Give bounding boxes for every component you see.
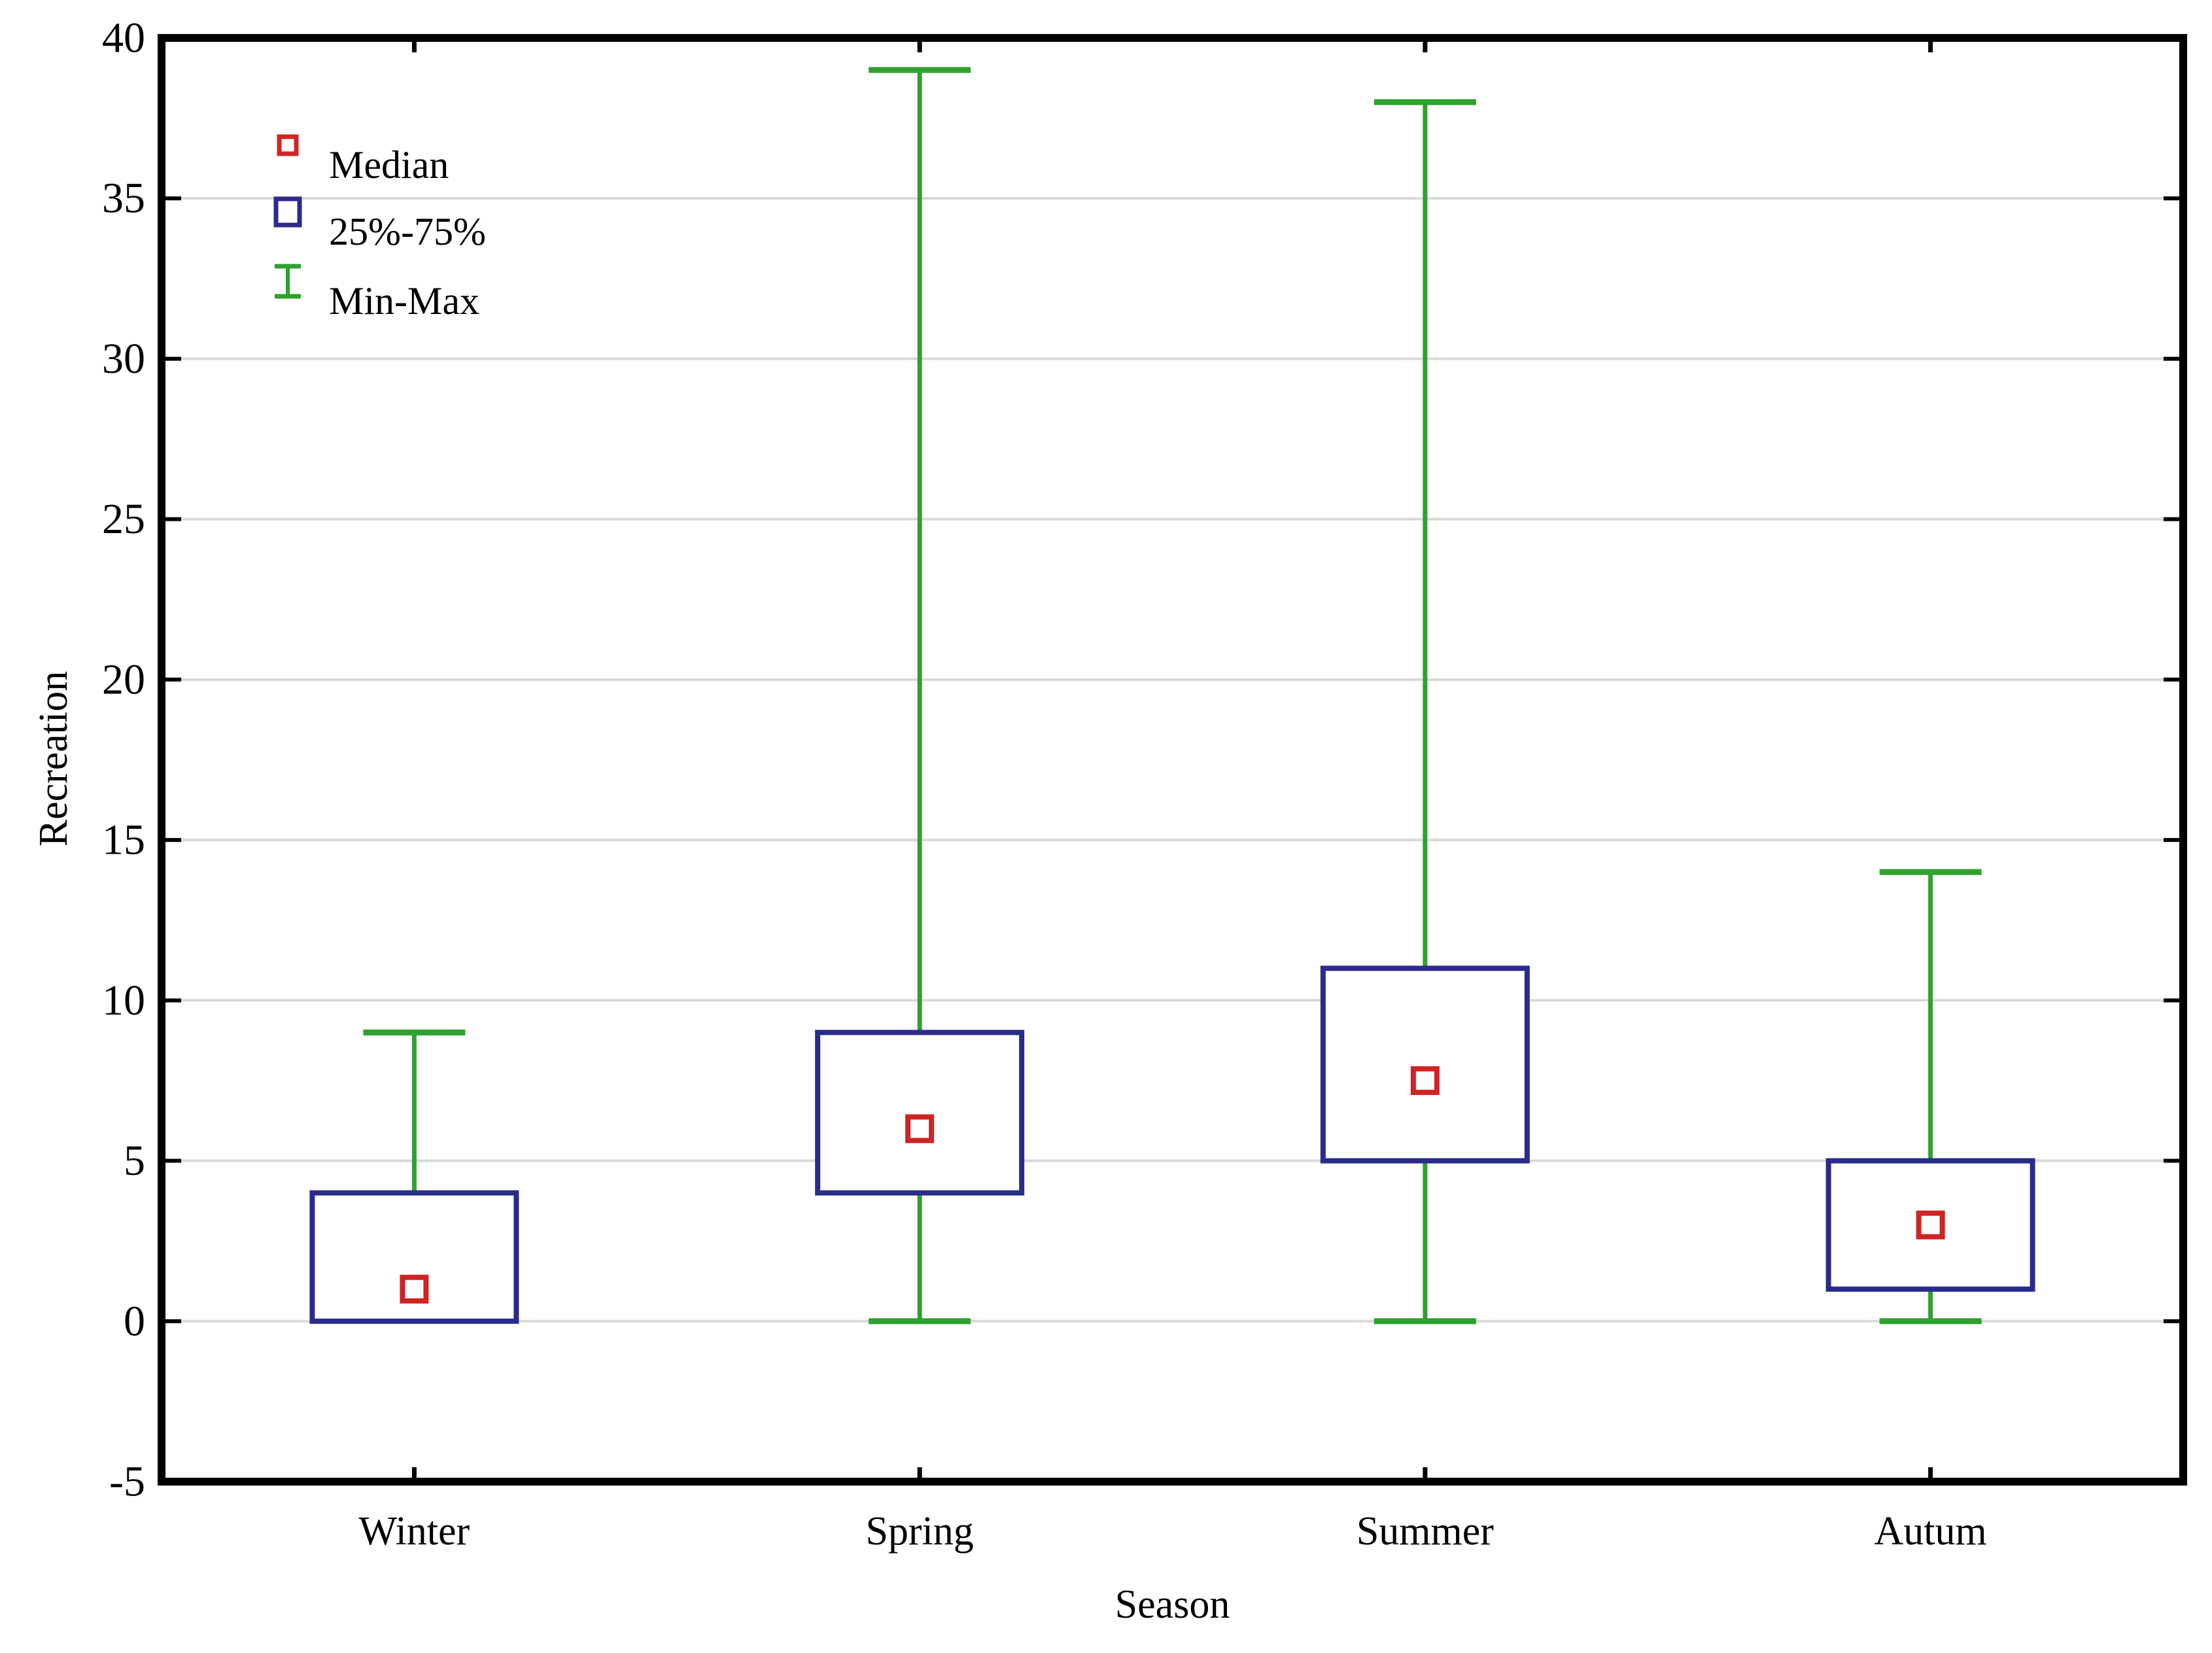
legend-label-median: Median [329,143,449,186]
x-category-label-winter: Winter [359,1509,470,1554]
iqr-box-spring [815,1030,1025,1196]
iqr-box-summer [1320,966,1530,1164]
x-axis-title: Season [1115,1582,1230,1627]
y-axis-title: Recreation [31,671,76,847]
y-tick-label-neg5: -5 [109,1458,145,1506]
median-marker-spring [905,1114,935,1143]
legend-label-25-75-: 25%-75% [329,210,486,253]
median-marker-autum [1916,1210,1945,1240]
legend-box-icon [273,196,302,228]
y-tick-label-20: 20 [102,655,145,703]
iqr-box-autum [1825,1158,2035,1292]
x-category-label-autum: Autum [1875,1509,1987,1554]
median-marker-summer [1410,1066,1440,1095]
x-category-label-summer: Summer [1357,1509,1494,1554]
y-tick-label-35: 35 [102,175,145,222]
y-tick-label-15: 15 [102,816,145,864]
y-tick-label-5: 5 [124,1137,145,1185]
y-tick-label-25: 25 [102,495,145,543]
plot-border [158,34,2187,1486]
y-tick-label-10: 10 [102,977,145,1024]
median-marker-winter [400,1274,429,1304]
y-tick-label-30: 30 [102,335,145,383]
legend-label-min-max: Min-Max [329,279,479,322]
y-tick-label-0: 0 [124,1297,145,1345]
x-category-label-spring: Spring [865,1509,973,1554]
legend-median-square-icon [277,134,299,156]
y-tick-label-40: 40 [102,14,145,62]
